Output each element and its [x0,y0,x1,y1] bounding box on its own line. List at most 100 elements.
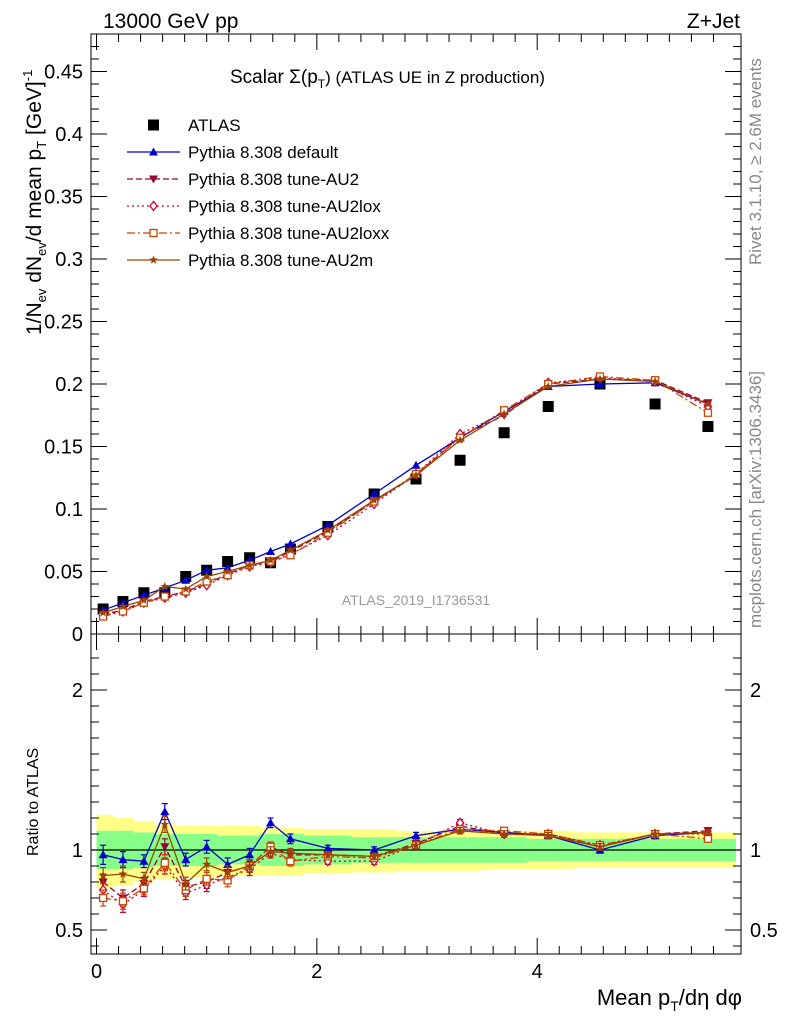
data-point [323,525,333,534]
legend-marker [149,200,158,212]
ratio-point [181,855,191,864]
ratio-point [139,856,149,865]
data-point [118,607,128,616]
legend-label: Pythia 8.308 tune-AU2loxx [188,224,390,243]
ratio-point [703,834,713,843]
ratio-point [411,831,421,840]
header-beam-label: 13000 GeV pp [103,10,238,33]
ratio-x-axis: 0 2 4 [91,634,714,983]
data-point [455,435,465,444]
legend-marker [149,147,158,156]
data-point [139,595,149,604]
ratio-point [223,867,232,876]
series-2 [98,375,713,619]
main-y-axis-label: 1/Nev dNev/d mean pT [GeV]-1 [20,70,49,335]
ratio-y-tick-label-right: 1 [750,840,761,862]
data-point [323,520,333,529]
data-point [702,421,714,432]
ratio-point [369,845,379,854]
title-main: Scalar Σ(p [230,67,318,88]
ratio-y-tick-label-right: 2 [750,680,761,702]
legend: ATLAS Pythia 8.308 default Pythia 8.308 tu… [127,116,390,270]
y-tick-label: 0.4 [55,124,83,146]
data-point [181,575,191,584]
chart-title: Scalar Σ(pT) (ATLAS UE in Z production) [230,67,545,91]
ratio-point [118,869,128,878]
data-point [139,590,149,599]
y-tick-label: 0.25 [44,312,83,334]
ratio-point [369,851,379,860]
data-point [649,398,661,410]
legend-label: Pythia 8.308 tune-AU2lox [188,197,381,216]
ratio-y-tick-label: 0.5 [55,920,83,942]
ratio-point [160,858,169,867]
legend-marker [149,255,158,264]
ratio-point [139,874,149,883]
ratio-plot-content [91,802,741,914]
data-point [202,572,211,581]
data-point [160,582,170,591]
y-tick-label: 0 [72,624,83,646]
legend-entry: Pythia 8.308 tune-AU2loxx [127,224,390,243]
data-point [369,489,379,498]
ratio-point [245,850,255,859]
ratio-plot-frame [90,633,742,955]
mcplots-label: mcplots.cern.ch [arXiv:1306.3436] [746,371,765,628]
series-line [102,375,709,618]
data-point [98,608,108,617]
data-point [369,495,379,504]
legend-marker [149,228,158,238]
data-point [245,560,254,569]
legend-label: Pythia 8.308 tune-AU2 [188,170,359,189]
ratio-point [411,840,421,849]
ratio-point [499,829,509,838]
ratio-point [98,871,108,880]
data-point [266,555,275,564]
legend-entry: Pythia 8.308 tune-AU2m [127,251,373,270]
series-3 [98,372,713,621]
series-1 [98,378,713,614]
legend-entry: ATLAS [148,116,241,135]
ratio-point [139,884,149,893]
data-point [285,539,295,548]
data-point [595,374,605,383]
data-point [411,470,421,479]
data-point [286,545,295,554]
ratio-point [286,848,295,857]
ratio-point [323,843,333,852]
data-point [202,577,211,586]
ratio-point [181,879,190,888]
ratio-point [160,807,170,816]
data-point [181,584,190,593]
series-0 [97,378,714,615]
data-point [703,408,713,417]
y-tick-label: 0.45 [44,62,83,84]
rivet-label: Rivet 3.1.10, ≥ 2.6M events [746,58,765,265]
analysis-label: ATLAS_2019_I1736531 [342,592,491,608]
ratio-y-tick-label: 2 [72,680,83,702]
legend-entry: Pythia 8.308 tune-AU2lox [127,197,381,216]
data-point [499,409,509,418]
data-point [222,556,234,567]
ratio-point [202,874,211,883]
ratio-point [160,819,170,828]
ratio-point [323,850,333,859]
data-point [411,460,421,469]
ratio-point [286,857,295,866]
ratio-series-4 [98,815,713,891]
x-tick-label: 4 [532,961,543,983]
y-tick-label: 0.15 [44,437,83,459]
header-process-label: Z+Jet [687,10,740,33]
y-tick-label: 0.3 [55,249,83,271]
data-point [542,401,554,412]
data-point [160,592,169,601]
ratio-y-axis: 0.5 0.5 1 1 2 2 [55,657,778,947]
title-rest: ) (ATLAS UE in Z production) [325,68,545,87]
title-sub: T [318,77,326,91]
data-point [223,567,232,576]
x-tick-label: 2 [311,961,322,983]
legend-label: ATLAS [188,116,241,135]
legend-marker [148,119,159,131]
data-point [650,377,660,386]
